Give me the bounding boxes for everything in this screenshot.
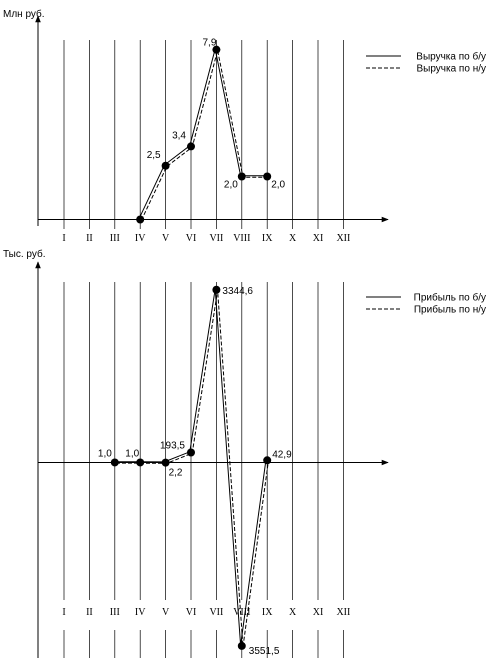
x-tick-label: III [110,607,120,618]
series-line-2 [116,290,269,647]
data-label: 193,5 [160,441,185,452]
data-point-IX [263,456,272,465]
data-point-IX [263,172,272,181]
data-point-VI [187,448,195,457]
data-point-VII [212,285,221,294]
x-tick-label: V [162,607,170,618]
x-tick-label: II [86,607,93,618]
data-label: 2,0 [224,180,238,191]
data-point-VIII [237,641,246,650]
series-line-1 [113,288,267,646]
data-point-VII [212,45,221,54]
series-line-2 [140,50,269,221]
data-label: 3551,5 [249,646,280,657]
data-point-V [161,161,170,170]
data-label: 2,0 [271,180,285,191]
data-point-VI [187,142,195,151]
data-label: 1,0 [98,448,112,459]
data-label: 3,4 [172,130,186,141]
x-tick-label: IV [135,607,146,618]
legend-label-2: Прибыль по н/у [414,304,486,316]
x-tick-label: VI [186,233,197,244]
x-tick-label: II [86,233,93,244]
data-label: 3344,6 [222,286,253,297]
data-label: 7,9 [202,38,216,49]
data-point-V [161,458,170,467]
x-tick-label: III [110,233,120,244]
data-point-VIII [237,172,246,181]
x-tick-label: XI [313,607,324,618]
legend-label-2: Выручка по н/у [416,64,486,75]
x-tick-label: IX [262,233,273,244]
x-tick-label: VIII [233,233,250,244]
legend-label-1: Выручка по б/у [416,51,486,63]
x-tick-label: I [62,233,65,244]
x-tick-label: VII [209,607,223,618]
x-tick-label: VIII [233,607,250,618]
x-tick-label: I [62,607,65,618]
x-tick-label: V [162,233,170,244]
data-label: 2,2 [169,468,183,479]
revenue-chart: Млн руб.I II III IV V VI VII VIII IX X XI XII2,53,4… [3,8,486,244]
x-tick-label: XII [336,607,350,618]
x-tick-label: VII [209,233,223,244]
x-tick-label: X [289,233,297,244]
x-tick-label: VI [186,607,197,618]
x-tick-label: XI [313,233,324,244]
data-point-IV [136,215,145,224]
y-axis-label: Тыс. руб. [3,248,45,260]
x-tick-label: XII [336,233,350,244]
data-label: 1,0 [125,448,139,459]
x-tick-label: IV [135,233,146,244]
y-axis-label: Млн руб. [3,8,45,20]
x-tick-label: IX [262,607,273,618]
data-label: 42,9 [272,449,292,460]
legend-label-1: Прибыль по б/у [414,292,486,304]
series-line-1 [138,48,266,219]
data-point-IV [136,458,145,467]
data-point-III [110,458,119,467]
x-tick-label: X [289,607,297,618]
data-label: 2,5 [147,150,161,161]
